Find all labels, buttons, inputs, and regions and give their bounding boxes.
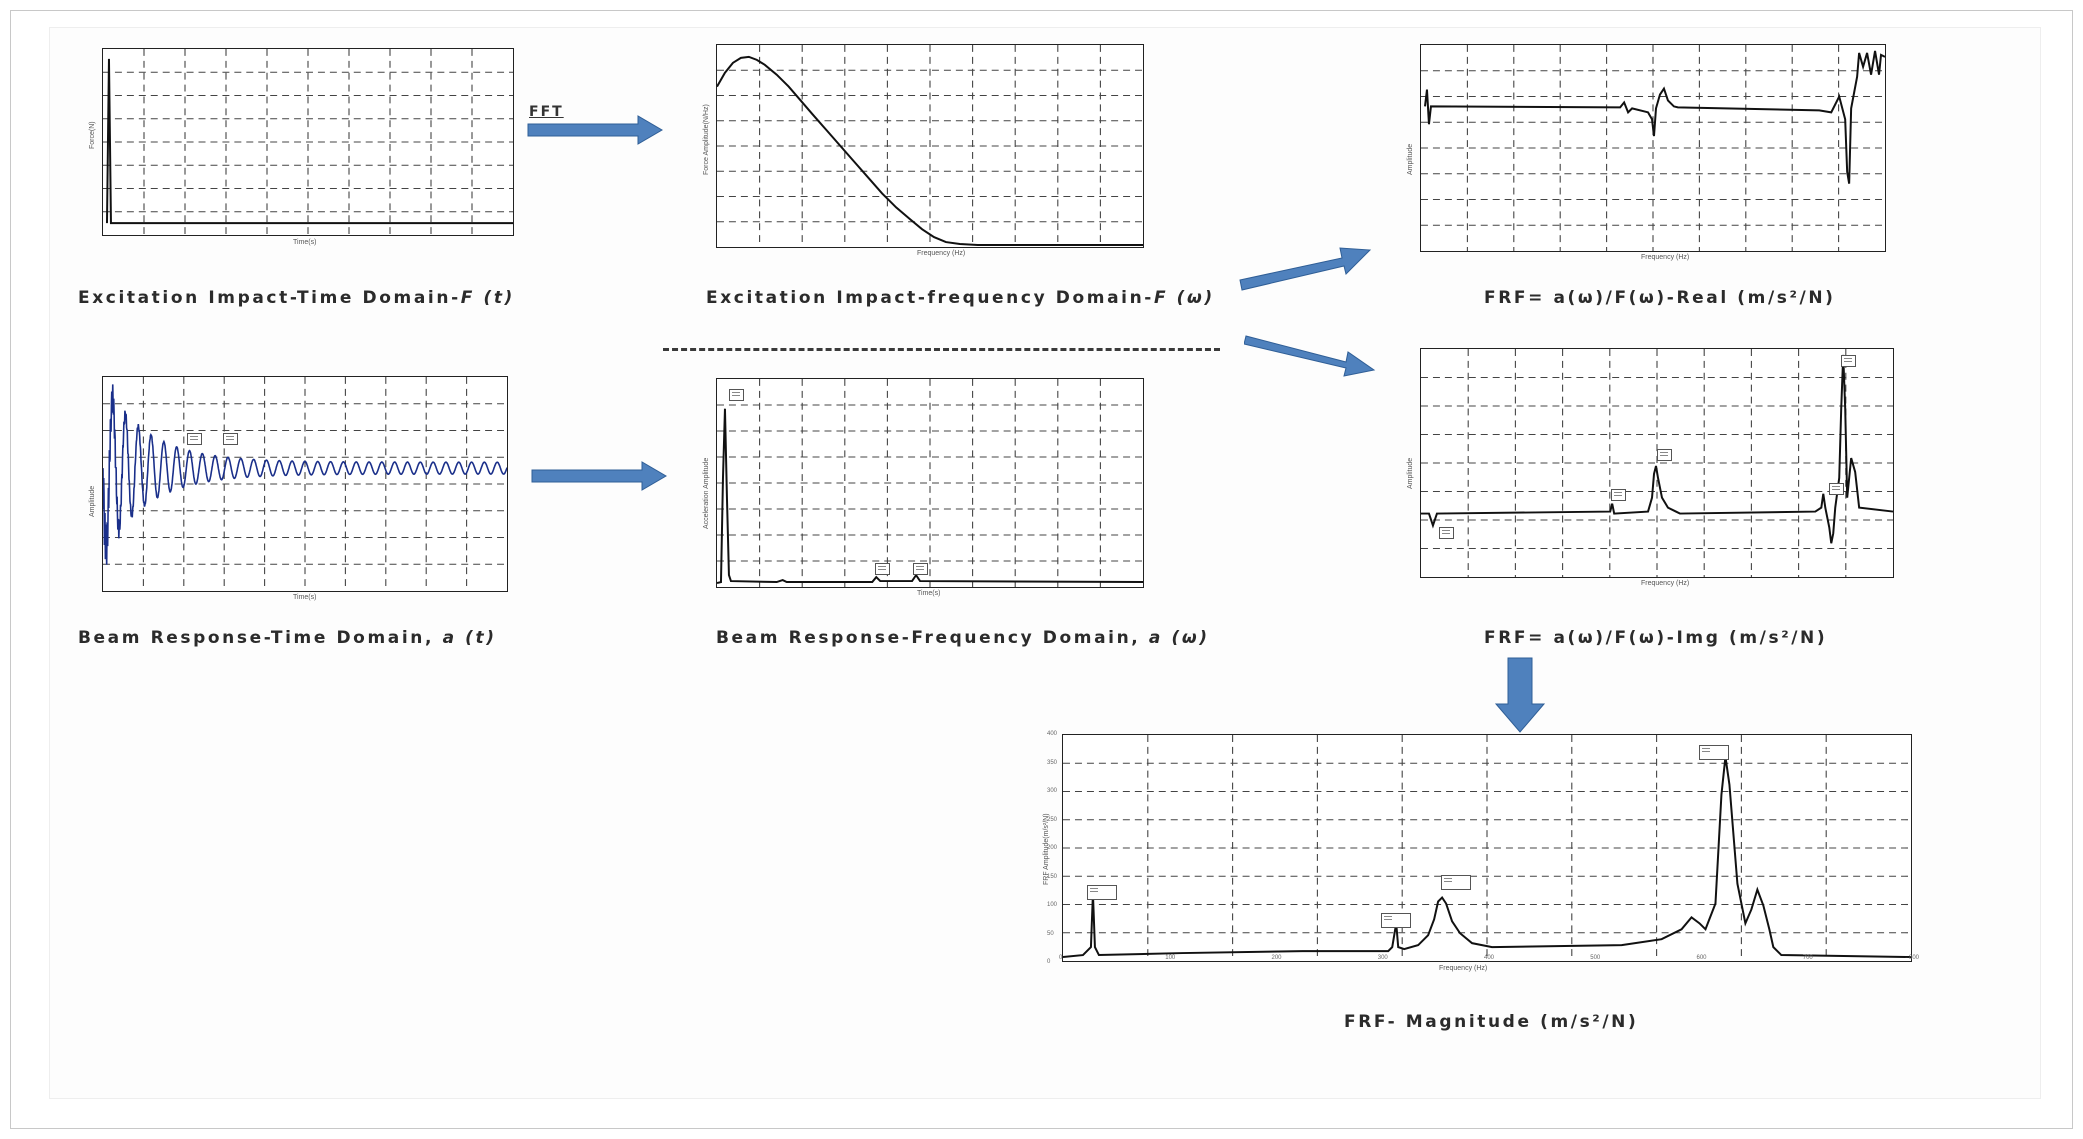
beam-time-ylabel: Amplitude xyxy=(89,485,96,517)
frf-real-ylabel: Amplitude xyxy=(1407,143,1414,175)
excitation-time-xlabel: Time(s) xyxy=(293,239,317,246)
caption-excitation-frequency-symbol: F (ω) xyxy=(1153,288,1215,308)
frf-real-grid xyxy=(1421,45,1885,251)
excitation-frequency-plot: Force Amplitude(N/Hz) Frequency (Hz) xyxy=(703,44,1144,257)
excitation-time-grid xyxy=(103,49,513,235)
x-tick-label: 400 xyxy=(1484,955,1495,961)
caption-frf-magnitude: FRF- Magnitude (m/s²/N) xyxy=(1344,1012,1639,1032)
frf-real-xlabel: Frequency (Hz) xyxy=(1641,254,1690,261)
beam-frequency-marker-2 xyxy=(875,563,890,575)
to-frf-img-arrow xyxy=(1244,335,1376,377)
frf-img-grid xyxy=(1421,349,1893,577)
caption-excitation-frequency: Excitation Impact-frequency Domain-F (ω) xyxy=(706,288,1215,308)
dashed-separator xyxy=(663,348,1220,351)
beam-frequency-xlabel: Time(s) xyxy=(917,590,941,597)
frf-magnitude-grid xyxy=(1063,735,1911,961)
y-tick-label: 100 xyxy=(1047,902,1058,908)
excitation-frequency-grid xyxy=(717,45,1143,247)
excitation-time-ylabel: Force(N) xyxy=(89,121,96,149)
y-tick-label: 300 xyxy=(1047,788,1058,794)
beam-time-xlabel: Time(s) xyxy=(293,594,317,601)
frf-magnitude-marker-2 xyxy=(1381,913,1411,928)
caption-excitation-time-symbol: F (t) xyxy=(460,288,515,308)
frf-magnitude-trace xyxy=(1063,756,1911,959)
beam-time-trace xyxy=(103,384,507,565)
caption-beam-frequency: Beam Response-Frequency Domain, a (ω) xyxy=(716,628,1210,648)
beam-frequency-grid xyxy=(717,379,1143,587)
frf-img-marker-1 xyxy=(1439,527,1454,539)
y-tick-label: 200 xyxy=(1047,845,1058,851)
response-fft-arrow xyxy=(531,461,667,491)
frf-real-trace xyxy=(1423,50,1885,184)
frf-img-xlabel: Frequency (Hz) xyxy=(1641,580,1690,587)
frf-img-marker-3 xyxy=(1657,449,1672,461)
frf-magnitude-marker-3 xyxy=(1441,875,1471,890)
beam-time-marker-1 xyxy=(187,433,202,445)
frf-img-svg xyxy=(1421,349,1893,577)
frf-magnitude-marker-4 xyxy=(1699,745,1729,760)
to-frf-real-arrow xyxy=(1239,247,1372,291)
x-tick-label: 100 xyxy=(1165,955,1176,961)
excitation-time-svg xyxy=(103,49,513,235)
caption-beam-time: Beam Response-Time Domain, a (t) xyxy=(78,628,497,648)
x-tick-label: 800 xyxy=(1909,955,1920,961)
beam-frequency-marker-1 xyxy=(729,389,744,401)
x-tick-label: 700 xyxy=(1802,955,1813,961)
caption-frf-img: FRF= a(ω)/F(ω)-Img (m/s²/N) xyxy=(1484,628,1828,648)
caption-beam-time-symbol: a (t) xyxy=(442,628,497,648)
to-magnitude-arrow xyxy=(1494,657,1546,733)
beam-frequency-trace xyxy=(717,408,1143,584)
excitation-time-plot: Force(N) Time(s) xyxy=(89,48,514,246)
frf-magnitude-plot: FRF Amplitude(m/s²/N) Frequency (Hz) 0 10… xyxy=(1043,731,1919,972)
caption-beam-time-text: Beam Response-Time Domain, xyxy=(78,628,443,648)
beam-frequency-marker-3 xyxy=(913,563,928,575)
fft-label: FFT xyxy=(529,104,564,120)
x-tick-label: 200 xyxy=(1271,955,1282,961)
y-tick-label: 400 xyxy=(1047,731,1058,737)
frf-magnitude-svg xyxy=(1063,735,1911,961)
x-tick-label: 600 xyxy=(1696,955,1707,961)
caption-excitation-frequency-text: Excitation Impact-frequency Domain- xyxy=(706,288,1154,308)
beam-frequency-ylabel: Acceleration Amplitude xyxy=(703,457,710,529)
frf-img-marker-5 xyxy=(1841,355,1856,367)
fft-arrow xyxy=(527,115,663,145)
frf-img-plot: Amplitude Frequency (Hz) xyxy=(1407,348,1894,587)
y-tick-label: 150 xyxy=(1047,873,1058,880)
frf-img-trace xyxy=(1421,354,1893,544)
frf-magnitude-xlabel: Frequency (Hz) xyxy=(1439,965,1488,972)
caption-excitation-time-text: Excitation Impact-Time Domain- xyxy=(78,288,461,308)
beam-time-svg xyxy=(103,377,507,591)
beam-time-plot: Amplitude Time(s) xyxy=(89,376,508,601)
y-tick-label: 50 xyxy=(1047,930,1054,937)
y-tick-label: 0 xyxy=(1047,959,1051,965)
outer-frame xyxy=(10,10,2073,1129)
caption-excitation-time: Excitation Impact-Time Domain-F (t) xyxy=(78,288,515,308)
excitation-frequency-xlabel: Frequency (Hz) xyxy=(917,250,966,257)
x-tick-label: 0 xyxy=(1059,955,1063,961)
frf-img-marker-2 xyxy=(1611,489,1626,501)
beam-frequency-svg xyxy=(717,379,1143,587)
excitation-frequency-trace xyxy=(717,55,1143,247)
caption-beam-frequency-text: Beam Response-Frequency Domain, xyxy=(716,628,1149,648)
y-tick-label: 250 xyxy=(1047,816,1058,823)
x-tick-label: 500 xyxy=(1590,955,1601,961)
beam-time-grid xyxy=(103,377,507,591)
frf-magnitude-marker-1 xyxy=(1087,885,1117,900)
excitation-time-trace xyxy=(105,58,513,225)
caption-beam-frequency-symbol: a (ω) xyxy=(1148,628,1210,648)
frf-img-marker-4 xyxy=(1829,483,1844,495)
caption-frf-real: FRF= a(ω)/F(ω)-Real (m/s²/N) xyxy=(1484,288,1836,308)
beam-time-marker-2 xyxy=(223,433,238,445)
beam-frequency-plot: Acceleration Amplitude Time(s) xyxy=(703,378,1144,597)
frf-img-ylabel: Amplitude xyxy=(1407,457,1414,489)
frf-real-svg xyxy=(1421,45,1885,251)
frf-real-plot: Amplitude Frequency (Hz) xyxy=(1407,44,1886,261)
excitation-frequency-svg xyxy=(717,45,1143,247)
excitation-frequency-ylabel: Force Amplitude(N/Hz) xyxy=(703,104,710,175)
y-tick-label: 350 xyxy=(1047,759,1058,766)
x-tick-label: 300 xyxy=(1377,955,1388,961)
